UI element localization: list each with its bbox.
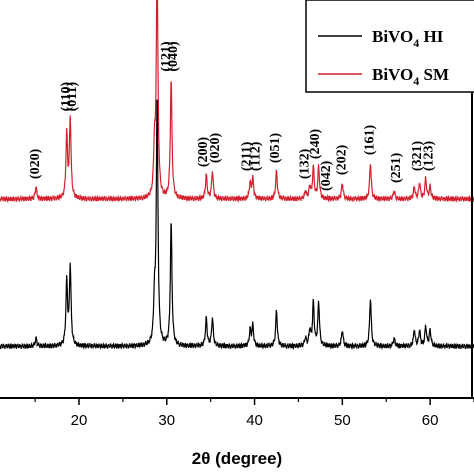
legend-label-0: BiVO4 HI (372, 27, 444, 50)
x-tick-label-1: 30 (158, 412, 175, 429)
x-axis-title: 2θ (degree) (192, 449, 282, 468)
x-tick-label-4: 60 (422, 412, 439, 429)
peak-label-10: (051) (268, 132, 283, 163)
x-ticks: 20 30 40 50 60 (34, 398, 474, 429)
peak-annotations: (020)(110)(011)(-121)(121)(040)(200)(020… (28, 41, 436, 191)
peak-label-1: (110) (59, 82, 74, 112)
peak-label-17: (321) (410, 140, 425, 171)
peak-label-0: (020) (28, 148, 43, 179)
legend-box (305, 0, 474, 93)
legend-label-1: BiVO4 SM (372, 65, 449, 88)
legend: BiVO4 HI BiVO4 SM (305, 0, 474, 93)
peak-label-7: (020) (208, 132, 223, 163)
peak-label-14: (202) (335, 144, 350, 175)
series-line-0 (0, 0, 474, 204)
peak-label-4: (121) (159, 41, 174, 72)
peak-label-9: (112) (249, 141, 264, 171)
peak-label-11: (132) (298, 148, 313, 179)
peak-label-12: (240) (308, 128, 323, 159)
series-line-1 (0, 99, 474, 351)
x-tick-label-3: 50 (334, 412, 351, 429)
peak-label-16: (251) (389, 152, 404, 183)
peak-label-8: (211) (240, 141, 255, 171)
peak-label-5: (040) (166, 41, 181, 72)
peak-label-18: (123) (421, 140, 436, 171)
peak-label-2: (011) (65, 82, 80, 112)
x-tick-label-2: 40 (246, 412, 263, 429)
peak-label-13: (042) (319, 160, 334, 191)
peak-label-15: (161) (363, 125, 378, 156)
spectra-group (0, 0, 474, 351)
x-tick-label-0: 20 (71, 412, 88, 429)
peak-label-6: (200) (196, 136, 211, 167)
